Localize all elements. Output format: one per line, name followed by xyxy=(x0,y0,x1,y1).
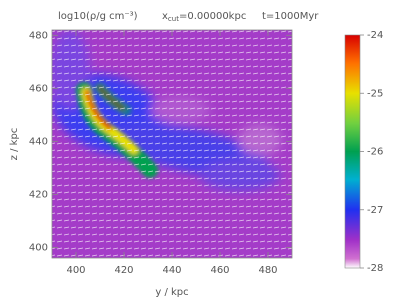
y-axis-label: z / kpc xyxy=(9,128,20,161)
y-tick-label: 440 xyxy=(29,136,48,147)
x-tick-label: 420 xyxy=(114,265,133,276)
x-tick-label: 440 xyxy=(162,265,181,276)
cut-label: xcut=0.00000kpc xyxy=(162,11,246,23)
colorbar-tick-label: -24 xyxy=(367,30,383,41)
colorbar-tick-label: -28 xyxy=(367,263,383,274)
y-tick-label: 420 xyxy=(29,189,48,200)
time-label: t=1000Myr xyxy=(262,11,319,22)
colorbar-tick-label: -25 xyxy=(367,88,383,99)
density-field xyxy=(52,30,292,258)
x-tick-label: 460 xyxy=(210,265,229,276)
y-tick-label: 460 xyxy=(29,83,48,94)
x-tick-label: 480 xyxy=(258,265,277,276)
cut-sub: cut xyxy=(168,15,179,23)
cut-base: x xyxy=(162,11,168,22)
colorbar-tick-label: -26 xyxy=(367,147,383,158)
y-tick-label: 400 xyxy=(29,242,48,253)
colorbar-tick-label: -27 xyxy=(367,205,383,216)
chart-title: log10(ρ/g cm⁻³) xyxy=(58,11,138,22)
y-tick-label: 480 xyxy=(29,30,48,41)
x-tick-label: 400 xyxy=(66,265,85,276)
colorbar xyxy=(344,34,361,269)
x-axis-label: y / kpc xyxy=(155,287,188,298)
cut-rest: =0.00000kpc xyxy=(179,11,246,22)
